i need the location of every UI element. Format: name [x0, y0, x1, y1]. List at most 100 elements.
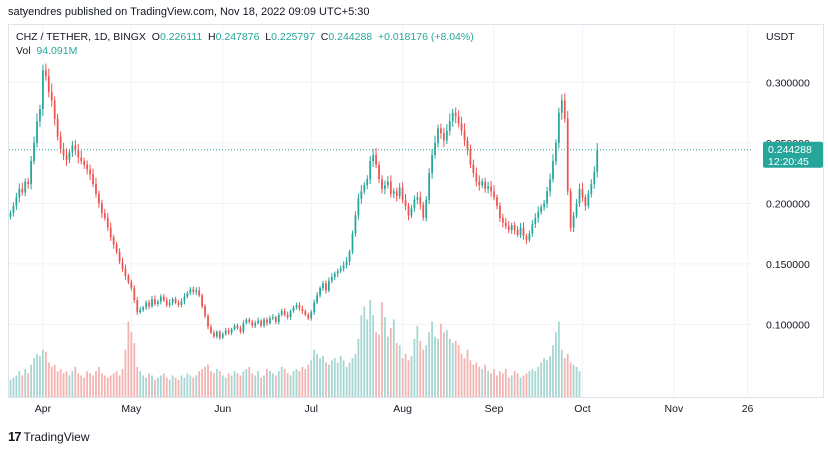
candle-body [56, 118, 59, 137]
volume-bar [174, 377, 177, 397]
volume-bar [139, 371, 142, 397]
volume-bar [454, 340, 457, 397]
volume-bar [413, 338, 416, 397]
volume-bar [351, 358, 354, 397]
volume-bar [552, 345, 554, 397]
candle-body [472, 164, 475, 174]
candle-body [210, 326, 212, 333]
volume-bar [569, 362, 572, 397]
candle-body [531, 223, 534, 234]
candle-body [183, 296, 186, 302]
candle-body [177, 302, 180, 306]
volume-bar [56, 371, 59, 397]
volume-bar [357, 338, 360, 397]
candle-body [230, 329, 233, 333]
symbol-label: CHZ / TETHER, 1D, BINGX [16, 31, 146, 43]
volume-bar [154, 379, 156, 397]
candle-body [372, 155, 375, 162]
volume-bar [189, 375, 192, 397]
volume-bar [92, 375, 94, 397]
volume-bar [98, 366, 100, 397]
volume-bar [168, 379, 171, 397]
candle-body [50, 92, 53, 101]
time-tick-label: May [121, 403, 142, 415]
volume-bar [95, 371, 97, 397]
candle-body [198, 290, 201, 296]
candle-body [171, 298, 174, 303]
volume-bar [484, 364, 487, 397]
volume-bar [207, 364, 209, 397]
candle-body [575, 203, 578, 216]
candle-body [33, 142, 35, 162]
candle-body [445, 130, 448, 141]
time-axis-ticks: Apr May Jun Jul Aug Sep Oct Nov 26 [35, 403, 754, 415]
candle-body [593, 171, 596, 185]
candle-body [590, 184, 593, 194]
candle-body [490, 186, 492, 192]
candle-body [213, 332, 215, 337]
candle-body [245, 319, 248, 324]
volume-bar [112, 373, 115, 397]
candle-body [507, 226, 510, 231]
candle-body [112, 237, 115, 245]
candle-body [572, 215, 575, 228]
volume-bar [59, 368, 62, 397]
price-tick-label: 0.200000 [766, 198, 810, 210]
candle-body [401, 187, 404, 200]
volume-bar [363, 306, 366, 397]
candle-body [534, 217, 537, 224]
candle-body [369, 161, 372, 180]
candle-body [478, 181, 481, 186]
volume-bar [437, 338, 439, 397]
candle-body [501, 217, 504, 223]
volume-bar [425, 345, 428, 397]
volume-bar [130, 332, 133, 397]
candle-body [118, 251, 121, 262]
volume-bar [292, 371, 295, 397]
volume-bar [151, 375, 153, 397]
volume-bar [419, 340, 422, 397]
candle-body [448, 121, 451, 131]
candle-body [174, 298, 177, 303]
candle-body [15, 197, 18, 206]
volume-bar [162, 373, 165, 397]
volume-bar [386, 336, 389, 397]
candle-body [339, 268, 342, 272]
tradingview-footer[interactable]: 17 TradingView [8, 429, 90, 444]
volume-bar [528, 371, 531, 397]
volume-bar [68, 375, 71, 397]
candle-body [59, 136, 62, 149]
volume-bar [121, 368, 124, 397]
open-value: 0.226111 [159, 31, 203, 43]
candle-body [100, 203, 103, 214]
candle-body [159, 296, 162, 302]
candle-body [395, 191, 398, 197]
volume-bar [62, 373, 65, 397]
volume-bar [301, 366, 304, 397]
candle-body [328, 280, 330, 291]
volume-bar [342, 360, 345, 397]
volume-bar [269, 371, 271, 397]
candle-body [540, 207, 543, 212]
chart-frame[interactable] [8, 24, 824, 398]
candle-body [201, 295, 204, 307]
time-tick-label: Aug [393, 403, 412, 415]
candle-body [92, 174, 94, 185]
volume-bar [445, 330, 448, 397]
candle-body [504, 222, 507, 227]
candle-body [307, 314, 310, 319]
candle-body [419, 197, 422, 205]
volume-bar [145, 377, 147, 397]
time-tick-label: Jun [214, 403, 231, 415]
volume-bar [463, 358, 466, 397]
candle-body [457, 116, 460, 124]
candle-body [481, 181, 484, 186]
candle-body [516, 230, 519, 235]
candle-body [440, 128, 442, 134]
candle-body [398, 187, 401, 197]
volume-label: Vol [16, 45, 31, 57]
volume-bar [534, 371, 537, 397]
time-tick-label: Oct [574, 403, 590, 415]
volume-bar [322, 356, 324, 397]
